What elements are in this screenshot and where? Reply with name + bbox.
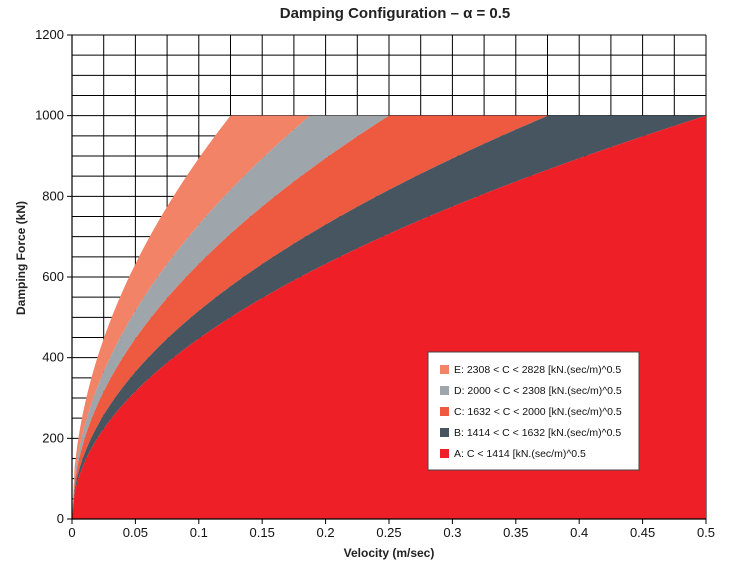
- legend-label: E: 2308 < C < 2828 [kN.(sec/m)^0.5: [454, 364, 621, 376]
- y-tick-label: 1200: [35, 27, 64, 42]
- x-tick-label: 0.05: [123, 525, 148, 540]
- x-tick-label: 0.2: [317, 525, 335, 540]
- y-tick-label: 200: [42, 430, 64, 445]
- x-tick-label: 0: [68, 525, 75, 540]
- x-ticks: 0 0.05 0.1 0.15 0.2 0.25 0.3 0.35 0.4 0.45 0.5: [68, 519, 715, 540]
- chart-title: Damping Configuration – α = 0.5: [280, 5, 511, 22]
- x-tick-label: 0.35: [503, 525, 528, 540]
- legend-label: B: 1414 < C < 1632 [kN.(sec/m)^0.5: [454, 427, 621, 439]
- x-tick-label: 0.5: [697, 525, 715, 540]
- series-band-d: [72, 115, 706, 520]
- x-tick-label: 0.1: [190, 525, 208, 540]
- y-tick-label: 0: [57, 511, 64, 526]
- y-tick-label: 400: [42, 350, 64, 365]
- legend-label: D: 2000 < C < 2308 [kN.(sec/m)^0.5: [454, 385, 622, 397]
- legend: E: 2308 < C < 2828 [kN.(sec/m)^0.5 D: 200…: [427, 351, 640, 471]
- legend-label: A: C < 1414 [kN.(sec/m)^0.5: [454, 448, 586, 460]
- x-tick-label: 0.15: [250, 525, 275, 540]
- x-axis-label: Velocity (m/sec): [344, 546, 435, 560]
- x-tick-label: 0.25: [376, 525, 401, 540]
- y-tick-label: 600: [42, 269, 64, 284]
- legend-swatch: [440, 428, 449, 437]
- legend-swatch: [440, 365, 449, 374]
- legend-swatch: [440, 407, 449, 416]
- x-tick-label: 0.45: [630, 525, 655, 540]
- legend-swatch: [440, 449, 449, 458]
- legend-swatch: [440, 386, 449, 395]
- y-ticks: 0 200 400 600 800 1000 1200: [35, 27, 72, 526]
- x-tick-label: 0.3: [443, 525, 461, 540]
- x-tick-label: 0.4: [570, 525, 588, 540]
- legend-label: C: 1632 < C < 2000 [kN.(sec/m)^0.5: [454, 406, 622, 418]
- y-tick-label: 800: [42, 188, 64, 203]
- y-axis-label: Damping Force (kN): [14, 201, 28, 315]
- series-band-b: [72, 115, 706, 520]
- legend-box: [427, 351, 640, 471]
- y-tick-label: 1000: [35, 108, 64, 123]
